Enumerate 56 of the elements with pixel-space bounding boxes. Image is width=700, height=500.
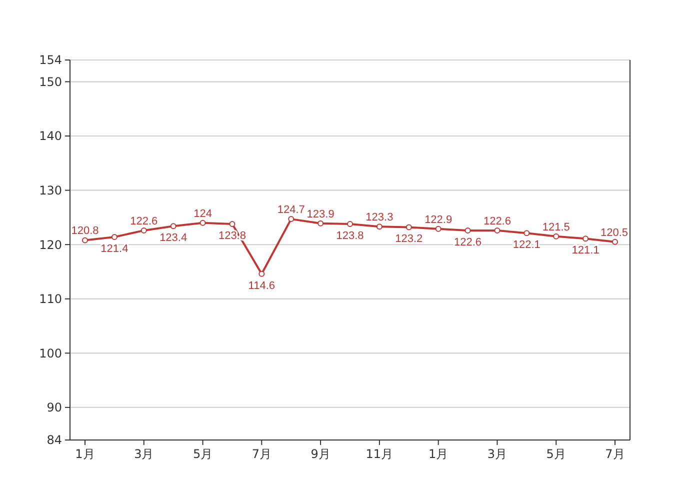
x-tick-label: 1月 [75, 447, 95, 461]
point [376, 224, 382, 230]
data-label: 121.5 [542, 221, 570, 234]
point [435, 226, 442, 232]
x-tick-label: 5月 [546, 447, 566, 461]
point [82, 237, 88, 244]
x-tick-label: 9月 [310, 447, 330, 461]
y-tick-label: 84 [46, 433, 62, 448]
data-label: 122.9 [424, 214, 452, 226]
data-label: 123.4 [160, 232, 188, 244]
y-tick-label: 140 [39, 129, 62, 144]
point [229, 220, 236, 227]
point [347, 220, 353, 227]
y-tick-label: 120 [39, 238, 62, 252]
data-label: 123.8 [336, 230, 364, 242]
point [200, 220, 206, 226]
data-label: 121.4 [100, 242, 128, 255]
x-tick-label: 7月 [252, 447, 272, 461]
point [170, 223, 176, 230]
data-label: 121.1 [572, 244, 600, 257]
point [524, 230, 530, 236]
point [553, 233, 560, 240]
data-label: 123.2 [395, 233, 423, 246]
data-label: 114.6 [248, 280, 276, 292]
data-label: 122.1 [512, 239, 540, 252]
x-tick-label: 3月 [134, 447, 154, 461]
y-tick-label: 110 [39, 292, 62, 306]
y-tick-label: 154 [39, 53, 62, 68]
point [318, 220, 324, 226]
data-label: 124.7 [277, 204, 305, 216]
data-label: 122.6 [454, 236, 482, 248]
data-label: 122.6 [130, 215, 158, 228]
data-label: 120.8 [71, 225, 99, 238]
point [582, 236, 589, 242]
y-tick-label: 130 [39, 183, 62, 198]
point [111, 234, 118, 240]
y-tick-label: 90 [46, 400, 62, 415]
x-tick-label: 1月 [428, 447, 448, 461]
y-tick-label: 100 [39, 346, 62, 360]
x-tick-label: 11月 [366, 447, 394, 461]
point [464, 227, 471, 234]
point [494, 227, 500, 234]
data-label: 123.9 [306, 208, 334, 220]
x-tick-label: 7月 [605, 447, 625, 461]
data-label: 120.5 [600, 226, 628, 239]
point [258, 270, 265, 277]
data-label: 123.3 [366, 212, 394, 224]
y-tick-label: 150 [39, 74, 62, 89]
x-tick-label: 5月 [192, 447, 213, 461]
data-label: 122.6 [483, 215, 511, 228]
point [140, 227, 147, 234]
data-label: 124 [194, 208, 212, 220]
point [288, 216, 294, 222]
point [612, 238, 618, 245]
x-tick-label: 3月 [487, 447, 508, 461]
point [406, 224, 412, 230]
